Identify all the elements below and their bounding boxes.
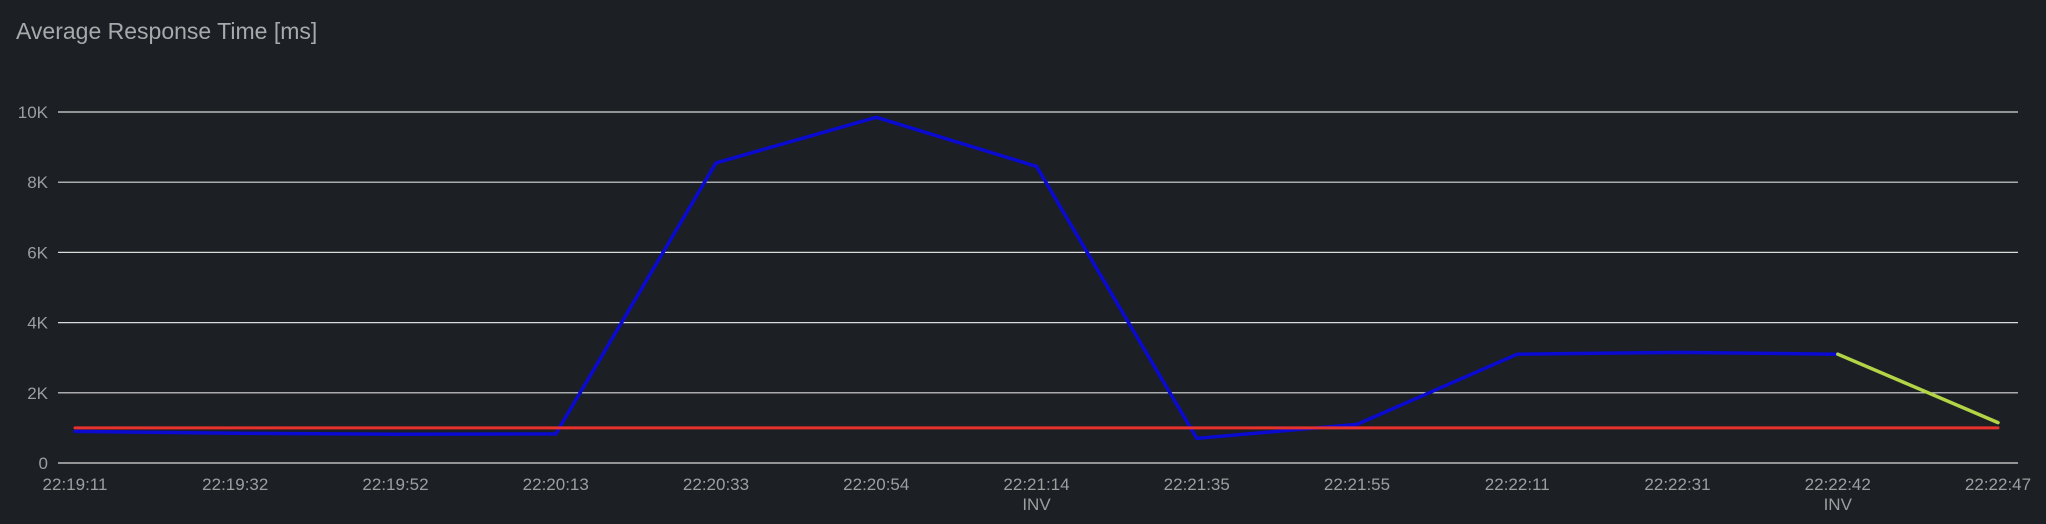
- y-tick-label: 10K: [18, 103, 49, 122]
- x-tick-label: 22:22:11: [1485, 475, 1550, 494]
- x-tick-label: 22:21:14: [1003, 475, 1069, 494]
- y-tick-label: 2K: [27, 384, 48, 403]
- x-tick-label: 22:19:52: [362, 475, 428, 494]
- x-tick-label: 22:19:32: [202, 475, 268, 494]
- x-tick-label: 22:22:42: [1805, 475, 1871, 494]
- y-tick-label: 6K: [27, 243, 48, 262]
- x-tick-label: 22:21:55: [1324, 475, 1390, 494]
- series-line-2: [1836, 352, 2000, 425]
- x-tick-label: 22:21:35: [1164, 475, 1230, 494]
- y-tick-label: 0: [39, 454, 48, 473]
- x-tick-label: 22:22:31: [1644, 475, 1710, 494]
- y-tick-label: 4K: [27, 314, 48, 333]
- x-tick-sublabel: INV: [1022, 495, 1051, 514]
- chart-title: Average Response Time [ms]: [16, 18, 318, 44]
- x-tick-label: 22:20:54: [843, 475, 909, 494]
- x-tick-label: 22:22:47: [1965, 475, 2031, 494]
- x-tick-label: 22:19:11: [43, 475, 108, 494]
- x-tick-label: 22:20:33: [683, 475, 749, 494]
- x-tick-sublabel: INV: [1824, 495, 1853, 514]
- x-tick-label: 22:20:13: [523, 475, 589, 494]
- y-tick-label: 8K: [27, 173, 48, 192]
- series-line-1: [73, 115, 1840, 441]
